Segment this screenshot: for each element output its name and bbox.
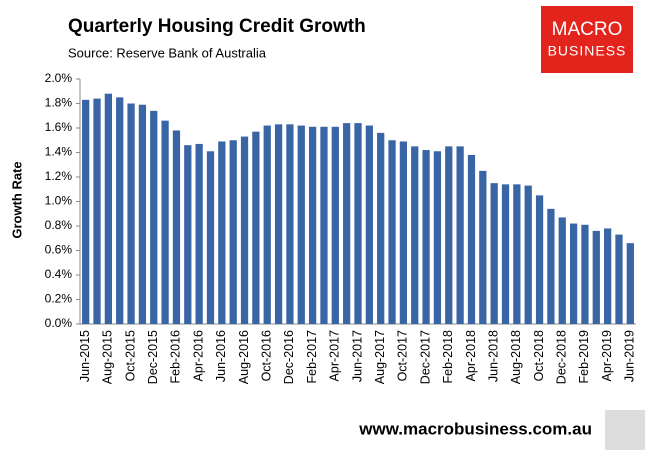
bar (581, 224, 589, 324)
bar (161, 120, 169, 325)
bar (150, 110, 158, 324)
bar (411, 146, 419, 324)
x-tick-label: Aug-2018 (509, 330, 523, 384)
x-tick-label: Apr-2018 (464, 330, 478, 381)
x-tick-label: Oct-2017 (396, 330, 410, 381)
bar (626, 243, 634, 324)
bar (240, 136, 249, 324)
x-tick-label: Apr-2016 (191, 330, 205, 381)
bar (93, 98, 101, 324)
bar (558, 217, 566, 324)
bar (388, 140, 396, 324)
bar (274, 124, 283, 324)
x-tick-label: Feb-2018 (441, 330, 455, 384)
bar (297, 125, 305, 324)
x-tick-label: Jun-2019 (623, 330, 637, 382)
x-tick-label: Oct-2018 (532, 330, 546, 381)
bar (592, 230, 600, 324)
x-tick-label: Jun-2016 (214, 330, 228, 382)
bar (184, 145, 192, 324)
bar (331, 126, 339, 325)
bar (263, 125, 271, 324)
chart-subtitle: Source: Reserve Bank of Australia (68, 45, 267, 60)
logo-box (541, 6, 633, 73)
y-tick-label: 2.0% (45, 71, 73, 85)
bar (467, 154, 476, 324)
y-tick-label: 0.8% (45, 218, 73, 232)
bar (320, 126, 328, 325)
bar (172, 130, 181, 324)
bar (513, 184, 521, 324)
bar (433, 151, 442, 324)
bar (456, 146, 464, 324)
bar (547, 208, 555, 324)
y-tick-label: 1.8% (45, 96, 73, 110)
bar (82, 99, 90, 324)
x-tick-label: Feb-2019 (577, 330, 591, 384)
y-tick-label: 0.6% (45, 243, 73, 257)
bar (206, 151, 215, 324)
x-tick-label: Dec-2018 (555, 330, 569, 384)
bar (501, 184, 510, 324)
x-tick-label: Apr-2017 (328, 330, 342, 381)
bar (104, 93, 112, 324)
y-tick-label: 1.2% (45, 169, 73, 183)
x-tick-label: Oct-2016 (260, 330, 274, 381)
y-tick-label: 0.0% (45, 316, 73, 330)
bar (138, 104, 147, 324)
footer: www.macrobusiness.com.au (358, 419, 592, 438)
x-tick-label: Aug-2017 (373, 330, 387, 384)
y-tick-label: 1.6% (45, 120, 73, 134)
bar (422, 150, 430, 324)
x-tick-label: Jun-2017 (350, 330, 364, 382)
bar (308, 126, 317, 325)
bar (535, 195, 544, 324)
bar (127, 103, 135, 324)
bar (604, 228, 612, 324)
bar (445, 146, 453, 324)
x-tick-label: Feb-2017 (305, 330, 319, 384)
logo-text: BUSINESS (548, 43, 627, 59)
bar (354, 123, 362, 324)
x-tick-label: Dec-2017 (418, 330, 432, 384)
x-tick-label: Aug-2015 (101, 330, 115, 384)
bar (615, 234, 623, 324)
bar (229, 140, 237, 324)
chart-title: Quarterly Housing Credit Growth (68, 16, 366, 37)
y-axis-label: Growth Rate (9, 161, 24, 238)
x-tick-label: Oct-2015 (123, 330, 137, 381)
bar (524, 185, 532, 324)
logo-text: MACRO (552, 19, 623, 40)
y-tick-label: 1.0% (45, 194, 73, 208)
x-tick-label: Dec-2015 (146, 330, 160, 384)
x-tick-label: Jun-2015 (78, 330, 92, 382)
x-tick-label: Dec-2016 (282, 330, 296, 384)
bar (377, 132, 385, 324)
y-tick-label: 0.4% (45, 267, 73, 281)
y-tick-label: 1.4% (45, 145, 73, 159)
bar (116, 97, 124, 324)
bar (286, 124, 294, 324)
bar (479, 170, 487, 324)
bar (490, 183, 498, 324)
bar (399, 141, 408, 324)
bar (218, 141, 226, 324)
bar (569, 223, 578, 324)
bar (252, 131, 260, 324)
x-tick-label: Aug-2016 (237, 330, 251, 384)
y-tick-label: 0.2% (45, 292, 73, 306)
bar (365, 125, 373, 324)
x-tick-label: Feb-2016 (169, 330, 183, 384)
bar (343, 123, 351, 324)
logo-icon (605, 410, 645, 450)
bar (195, 143, 203, 324)
x-tick-label: Jun-2018 (486, 330, 500, 382)
x-tick-label: Apr-2019 (600, 330, 614, 381)
